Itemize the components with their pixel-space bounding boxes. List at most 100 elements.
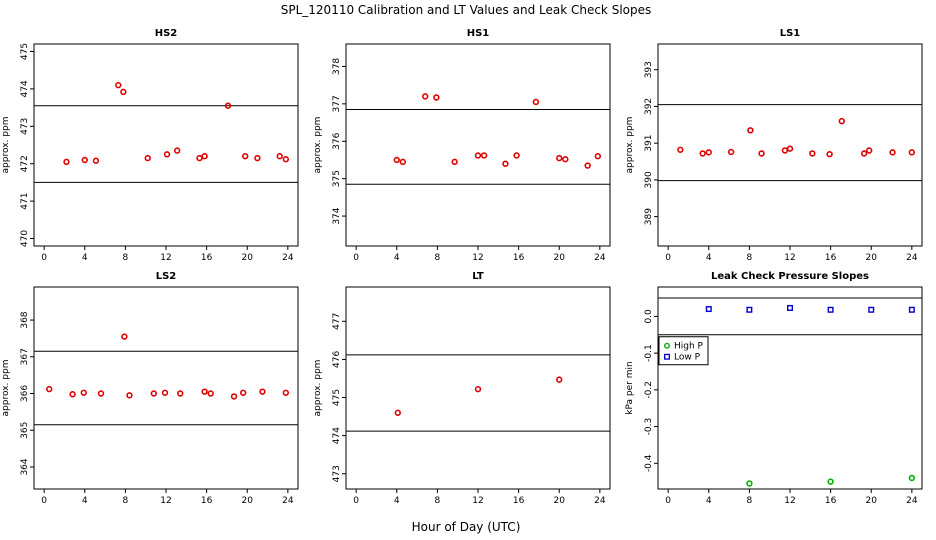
panel-1: HS1 0 4 8 12 16 20 24 374 375 376 377 378 approx. ppm [313, 28, 611, 263]
x-tick-label: 4 [394, 253, 400, 263]
data-point [556, 154, 563, 162]
data-point [746, 306, 753, 313]
x-tick-label: 24 [906, 253, 918, 263]
panel-title: HS2 [155, 28, 178, 39]
y-tick-label: 390 [644, 171, 654, 188]
y-axis-label: approx. ppm [1, 117, 11, 174]
data-point [224, 102, 232, 109]
legend-label: High P [674, 342, 704, 352]
x-tick-label: 20 [554, 253, 566, 263]
data-point [747, 127, 754, 134]
data-point [63, 158, 70, 166]
y-tick-label: 473 [20, 118, 30, 135]
x-tick-label: 0 [353, 253, 359, 263]
x-tick-label: 24 [906, 496, 918, 506]
x-tick-label: 20 [242, 496, 254, 506]
legend-label: Low P [674, 353, 701, 363]
plot-frame [345, 43, 611, 247]
data-point [230, 393, 238, 400]
x-tick-label: 0 [665, 253, 671, 263]
y-tick-label: 376 [332, 132, 342, 149]
data-point [827, 306, 834, 313]
data-point [97, 390, 105, 397]
x-tick-label: 0 [353, 496, 359, 506]
data-point [144, 154, 151, 162]
data-point [207, 390, 214, 397]
data-point [827, 478, 834, 485]
data-point [451, 158, 458, 166]
data-point [474, 152, 482, 159]
data-point [282, 156, 290, 163]
x-tick-label: 0 [41, 496, 47, 506]
x-tick-label: 20 [242, 253, 254, 263]
y-tick-label: 471 [20, 193, 30, 210]
x-tick-label: 8 [747, 253, 753, 263]
x-tick-label: 12 [472, 253, 483, 263]
x-tick-label: 12 [784, 253, 795, 263]
x-tick-label: 24 [594, 496, 606, 506]
data-point [254, 154, 261, 162]
data-point [758, 150, 765, 157]
x-tick-label: 4 [706, 253, 712, 263]
data-point [826, 150, 833, 158]
panel-5: Leak Check Pressure Slopes 0 4 8 12 16 20 24 -0.… [625, 271, 923, 506]
x-tick-label: 0 [665, 496, 671, 506]
y-tick-label: -0.3 [644, 418, 654, 436]
data-point [677, 146, 684, 153]
y-tick-label: 474 [332, 427, 342, 444]
y-tick-label: 364 [20, 458, 30, 475]
y-tick-label: 392 [644, 98, 654, 115]
x-tick-label: 24 [594, 253, 606, 263]
data-point [80, 389, 87, 396]
y-tick-label: 393 [644, 61, 654, 78]
data-point [746, 480, 753, 487]
y-axis-label: approx. ppm [313, 360, 323, 417]
x-tick-label: 8 [435, 496, 441, 506]
x-tick-label: 8 [747, 496, 753, 506]
data-point [150, 390, 158, 397]
data-point [69, 391, 76, 398]
panel-title: Leak Check Pressure Slopes [711, 271, 869, 282]
panel-title: LS2 [156, 271, 177, 282]
data-point [163, 151, 171, 158]
y-tick-label: 470 [20, 230, 30, 247]
figure-title: SPL_120110 Calibration and LT Values and… [281, 3, 652, 17]
plot-frame [657, 43, 923, 247]
legend-marker [664, 342, 671, 349]
data-point [594, 153, 602, 160]
x-tick-label: 4 [82, 253, 88, 263]
x-tick-label: 16 [201, 253, 213, 263]
y-tick-label: 367 [20, 348, 30, 365]
data-point [809, 150, 816, 157]
data-point [92, 157, 100, 164]
x-tick-label: 0 [41, 253, 47, 263]
data-point [556, 376, 563, 383]
y-axis-label: kPa per min [625, 361, 635, 414]
y-tick-label: 476 [332, 351, 342, 368]
panel-0: HS2 0 4 8 12 16 20 24 470 471 472 473 474 475 approx. … [1, 28, 299, 263]
data-point [908, 474, 916, 482]
data-point [474, 385, 482, 393]
panel-3: LS2 0 4 8 12 16 20 24 364 365 366 367 368 approx. ppm [1, 271, 299, 506]
data-point [422, 93, 429, 100]
data-point [393, 156, 400, 164]
x-tick-label: 4 [394, 496, 400, 506]
data-point [46, 385, 53, 393]
x-tick-label: 20 [866, 496, 878, 506]
x-tick-label: 12 [160, 253, 171, 263]
data-point [908, 306, 915, 313]
y-tick-label: 473 [332, 465, 342, 482]
y-tick-label: 377 [332, 95, 342, 112]
data-point [259, 388, 266, 395]
data-point [115, 81, 122, 89]
data-point [860, 150, 868, 157]
x-tick-label: 4 [82, 496, 88, 506]
data-point [786, 145, 794, 152]
data-point [242, 153, 249, 160]
data-point [161, 389, 169, 396]
data-point [787, 304, 794, 311]
data-point [126, 392, 133, 399]
data-point [705, 306, 712, 313]
data-point [394, 409, 401, 416]
